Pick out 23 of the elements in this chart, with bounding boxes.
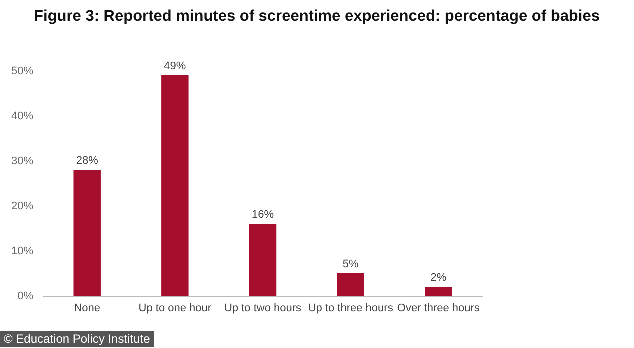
x-tick-label: Over three hours bbox=[397, 302, 480, 314]
chart-title: Figure 3: Reported minutes of screentime experienced: percentage of babies bbox=[33, 8, 601, 26]
y-tick-label: 20% bbox=[11, 200, 34, 212]
y-tick-label: 40% bbox=[11, 110, 34, 122]
bar bbox=[162, 76, 189, 296]
data-label: 49% bbox=[164, 60, 186, 72]
x-tick-label: None bbox=[74, 302, 100, 314]
y-tick-label: 30% bbox=[11, 156, 34, 168]
data-label: 2% bbox=[430, 272, 447, 284]
x-tick-label: Up to two hours bbox=[224, 302, 302, 314]
y-tick-label: 50% bbox=[11, 66, 34, 78]
bar bbox=[425, 287, 452, 296]
x-tick-label: Up to three hours bbox=[308, 302, 394, 314]
bar bbox=[249, 224, 277, 296]
text: © Education Policy Institute bbox=[0, 331, 154, 347]
y-tick-label: 10% bbox=[11, 246, 34, 258]
data-label: 5% bbox=[342, 258, 359, 270]
bar bbox=[74, 170, 101, 296]
y-tick-label: 0% bbox=[18, 290, 34, 302]
data-label: 16% bbox=[252, 209, 274, 221]
data-label: 28% bbox=[76, 155, 99, 167]
x-tick-label: Up to one hour bbox=[138, 302, 212, 314]
bar bbox=[337, 274, 364, 296]
